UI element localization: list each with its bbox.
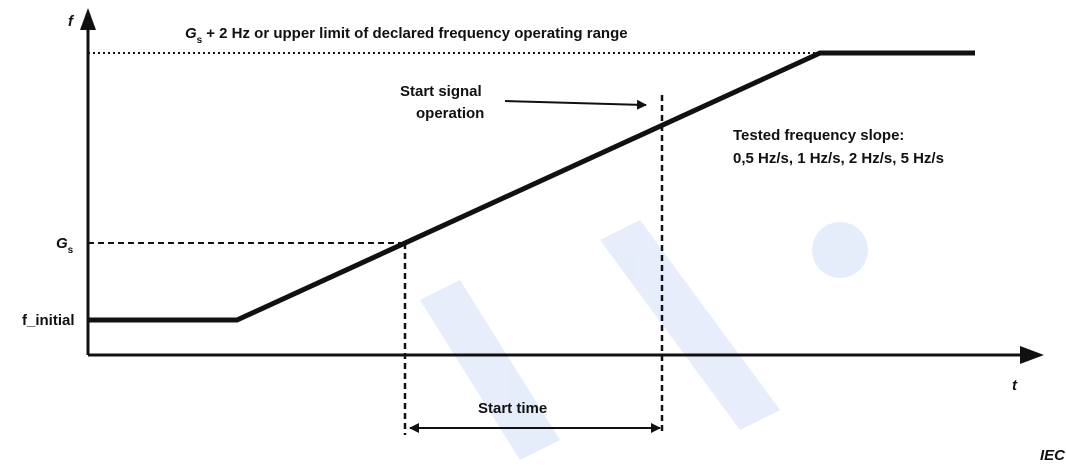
start-signal-label: operation [416, 105, 484, 122]
upper-limit-label: Gs + 2 Hz or upper limit of declared freq… [185, 25, 628, 46]
text: + 2 Hz or upper limit of declared freque… [206, 25, 627, 42]
y-arrow [80, 8, 96, 30]
signal-arrow [504, 99, 647, 110]
f-initial-label: f_initial [22, 312, 75, 329]
start-signal-label: Start signal [400, 83, 482, 100]
watermark [420, 220, 868, 460]
subscript: s [197, 35, 203, 46]
slope-note: Tested frequency slope: [733, 127, 904, 144]
frequency-curve [88, 50, 975, 323]
x-arrow [1020, 346, 1044, 364]
subscript: s [68, 245, 74, 256]
gs-label: Gs [56, 235, 74, 256]
source-label: IEC [1040, 447, 1066, 464]
x-axis-label: t [1012, 377, 1018, 394]
symbol: G [185, 25, 197, 42]
slope-note: 0,5 Hz/s, 1 Hz/s, 2 Hz/s, 5 Hz/s [733, 150, 944, 167]
symbol: G [56, 235, 68, 252]
start-time-label: Start time [478, 400, 547, 417]
y-axis-label: f [68, 13, 75, 30]
